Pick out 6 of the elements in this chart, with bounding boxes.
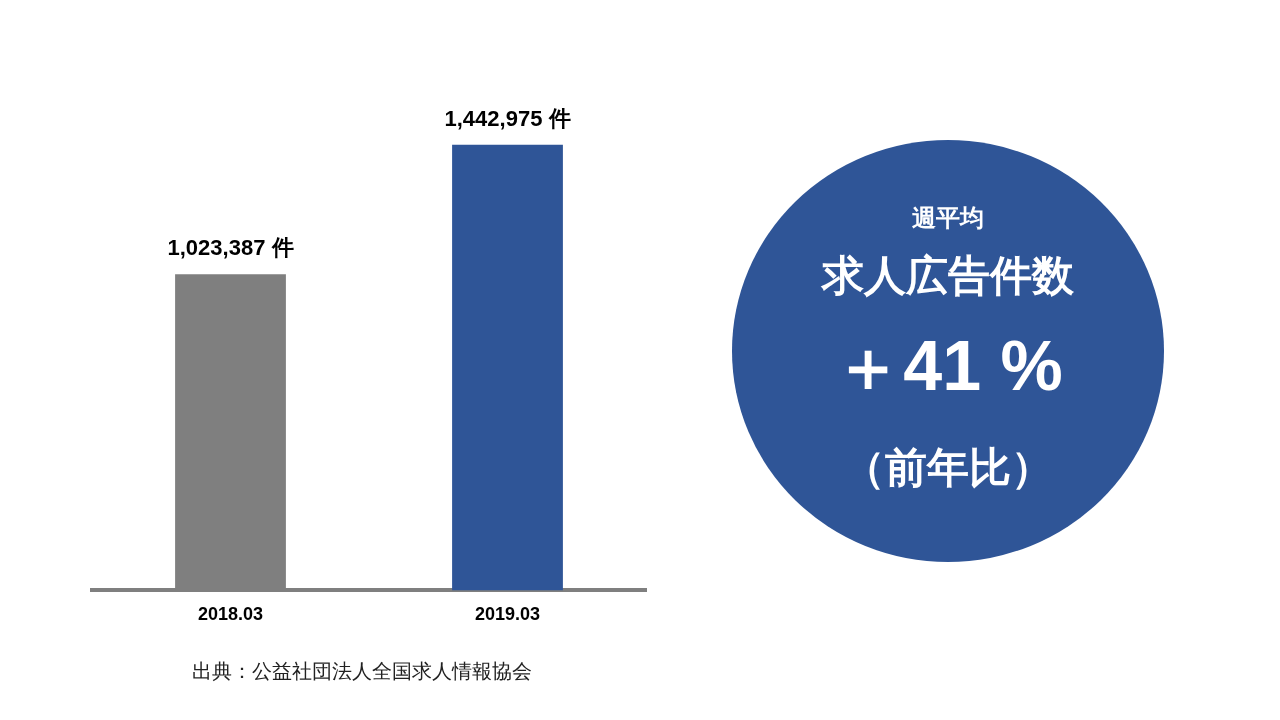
circle-badge: 週平均 求人広告件数 ＋41 % （前年比） [732,140,1164,562]
data-label: 1,023,387 件 [167,235,294,261]
source-note: 出典：公益社団法人全国求人情報協会 [191,659,533,684]
x-tick-label: 2019.03 [474,604,541,625]
data-label: 1,442,975 件 [444,105,571,131]
x-tick-label: 2018.03 [197,604,264,625]
